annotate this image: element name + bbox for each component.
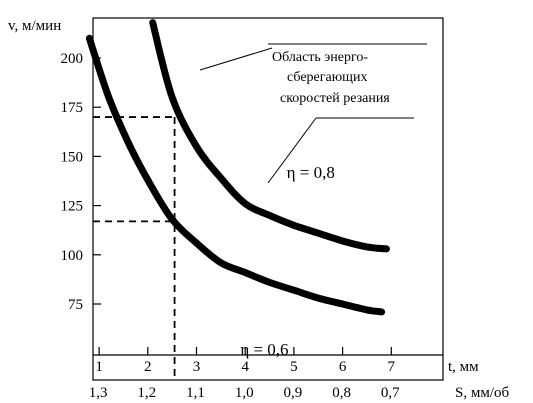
t-tick-label-2: 2 [144, 359, 152, 375]
y-axis-title: v, м/мин [8, 18, 61, 34]
s-tick-label-1: 1,3 [89, 385, 108, 401]
annotation-leader-upper [199, 47, 273, 71]
s-tick-label-3: 1,1 [186, 385, 205, 401]
curve-label-eta-08: η = 0,8 [287, 163, 335, 182]
y-tick-label-150: 150 [61, 149, 84, 165]
annotation: Область энерго- сберегающих скоростей ре… [199, 43, 427, 184]
curve-label-eta-06: η = 0,6 [240, 340, 288, 359]
plot-frame [92, 17, 444, 381]
s-tick-label-5: 0,9 [284, 385, 303, 401]
t-tick-label-3: 3 [193, 359, 201, 375]
t-tick-label-6: 6 [339, 359, 347, 375]
s-axis-title: S, мм/об [455, 385, 509, 401]
t-tick-label-7: 7 [388, 359, 396, 375]
y-tick-label-100: 100 [61, 248, 84, 264]
s-tick-label-7: 0,7 [381, 385, 400, 401]
y-tick-label-125: 125 [61, 199, 84, 215]
curve-eta-06 [85, 34, 386, 316]
y-tick-label-200: 200 [61, 51, 84, 67]
curve-labels: η = 0,8 η = 0,6 [240, 163, 334, 359]
s-tick-label-6: 0,8 [332, 385, 351, 401]
y-tick-label-175: 175 [61, 100, 84, 116]
s-tick-label-2: 1,2 [137, 385, 156, 401]
ticks-layer: 75 100 125 150 175 200 1 1,3 2 1,2 3 1,1 4 1,0 5 0,9 6 0,… [61, 51, 401, 401]
reference-lines [93, 116, 176, 380]
annotation-line-1: Область энерго- [272, 50, 368, 65]
curves-layer [85, 19, 390, 316]
annotation-line-3: скоростей резания [280, 91, 390, 106]
y-tick-label-75: 75 [68, 297, 83, 313]
s-tick-label-4: 1,0 [235, 385, 254, 401]
annotation-leader-lower [267, 117, 317, 184]
t-tick-label-1: 1 [95, 359, 103, 375]
t-tick-label-4: 4 [241, 359, 249, 375]
annotation-line-2: сберегающих [287, 70, 367, 85]
t-tick-label-5: 5 [290, 359, 298, 375]
t-axis-title: t, мм [448, 359, 479, 375]
curve-eta-08 [149, 19, 390, 253]
